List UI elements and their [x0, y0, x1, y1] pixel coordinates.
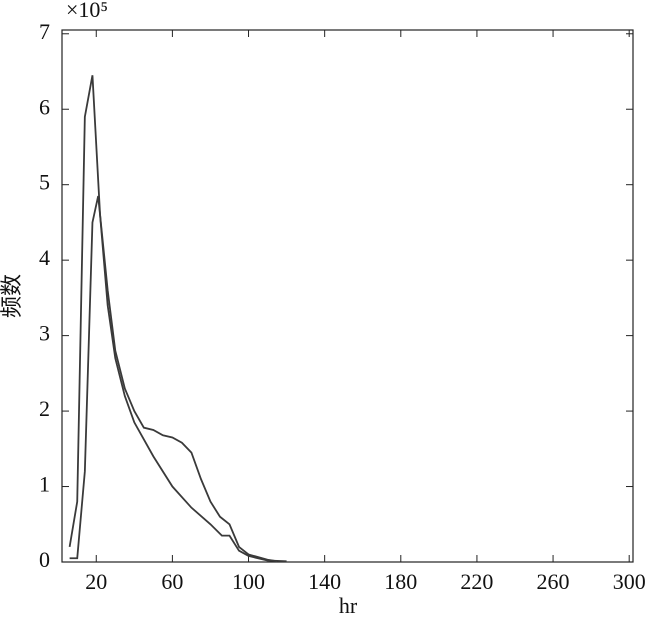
- y-tick-label: 4: [39, 245, 50, 270]
- y-multiplier: ×10⁵: [66, 0, 108, 22]
- x-tick-label: 20: [85, 569, 107, 594]
- y-tick-label: 6: [39, 94, 50, 119]
- x-axis-label: hr: [339, 593, 358, 618]
- line: [68, 75, 287, 563]
- y-tick-label: 5: [39, 170, 50, 195]
- y-axis-label: 频数: [0, 274, 24, 318]
- y-tick-label: 2: [39, 396, 50, 421]
- y-tick-label: 7: [39, 19, 50, 44]
- y-tick-label: 3: [39, 321, 50, 346]
- x-tick-label: 60: [161, 569, 183, 594]
- x-tick-label: 220: [460, 569, 493, 594]
- y-tick-label: 0: [39, 547, 50, 572]
- x-tick-label: 300: [613, 569, 646, 594]
- x-tick-label: 100: [232, 569, 265, 594]
- y-tick-label: 1: [39, 472, 50, 497]
- line: [69, 195, 278, 563]
- x-tick-label: 180: [384, 569, 417, 594]
- plot-frame: [61, 29, 634, 563]
- x-tick-label: 140: [308, 569, 341, 594]
- x-tick-label: 260: [537, 569, 570, 594]
